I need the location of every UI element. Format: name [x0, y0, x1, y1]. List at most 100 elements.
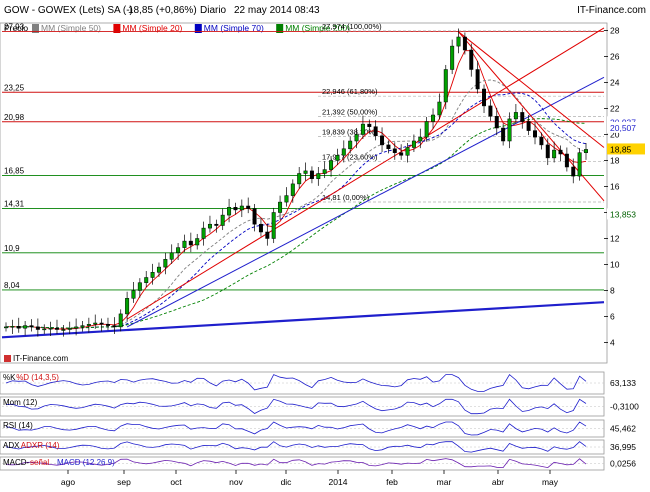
indicator-value-3: 36,995	[610, 442, 636, 452]
candle-body-2	[16, 326, 21, 329]
candle-body-14	[93, 322, 98, 325]
candle-body-53	[341, 148, 346, 156]
indicator-label3-4: MACD (12 26 9)	[57, 458, 115, 467]
y-tick-label-6: 16	[610, 182, 620, 192]
candles	[4, 28, 588, 337]
price-tag-2: 18,85	[610, 144, 632, 154]
candle-body-26	[169, 252, 174, 260]
candle-body-42	[271, 212, 276, 239]
candle-body-58	[373, 126, 378, 137]
long-term-support-line	[1, 301, 605, 339]
x-tick-label-1: sep	[117, 477, 131, 487]
candle-body-25	[163, 259, 168, 268]
moving-average-1	[5, 79, 587, 329]
fib-label-2: 21,392 (50,00%)	[322, 107, 378, 116]
datetime-label: 22 may 2014 08:43	[234, 5, 320, 16]
candle-body-56	[360, 123, 365, 135]
candle-body-51	[329, 160, 334, 170]
candle-body-74	[475, 69, 480, 90]
candle-body-86	[552, 149, 557, 159]
fib-label-4: 17,917 (23,60%)	[322, 153, 378, 162]
y-tick-label-3: 22	[610, 104, 620, 114]
quote-value: 18,85 (+0,86%)	[128, 5, 197, 16]
level-label-3: 16,85	[4, 166, 25, 175]
candle-body-16	[105, 324, 110, 326]
candle-body-19	[125, 298, 130, 315]
candle-body-13	[86, 324, 91, 326]
fib-label-3: 19,839 (38,20%)	[322, 128, 378, 137]
indicator-line-2	[5, 421, 587, 436]
indicator-label-4: MACD-	[3, 458, 30, 467]
fib-label-0: 27,974 (100,00%)	[322, 22, 382, 31]
candle-body-4	[29, 325, 34, 328]
candle-body-85	[545, 144, 550, 159]
candle-body-6	[42, 328, 47, 331]
candle-body-43	[278, 201, 283, 213]
legend: MM (Simple 50) MM (Simple 20) MM (Simple 7…	[32, 23, 350, 33]
candle-body-52	[335, 155, 340, 161]
candle-body-87	[558, 149, 563, 155]
y-tick-label-10: 8	[610, 286, 615, 296]
candle-body-88	[564, 153, 569, 168]
candle-body-39	[252, 208, 257, 225]
price-tag-bg-0	[607, 116, 645, 128]
candle-body-37	[239, 205, 244, 211]
legend-entry-2: MM (Simple 70)	[204, 23, 264, 33]
candle-body-89	[571, 166, 576, 177]
y-axis: 28262422201816141210864	[604, 26, 620, 348]
candle-body-69	[443, 69, 448, 103]
indicator-label2-0: %D (14,3,5)	[16, 373, 59, 382]
candle-body-1	[10, 326, 15, 328]
candle-body-12	[80, 325, 85, 328]
candle-body-60	[386, 144, 391, 150]
channel-upper-line	[126, 27, 605, 320]
x-tick-label-4: dic	[281, 477, 293, 487]
candle-body-68	[437, 101, 442, 116]
x-tick-label-8: abr	[492, 477, 504, 487]
candle-body-40	[258, 223, 263, 233]
candle-body-72	[462, 36, 467, 51]
downtrend-line-2	[458, 31, 605, 148]
candle-body-10	[67, 327, 72, 330]
candle-body-45	[290, 183, 295, 196]
candle-body-75	[482, 88, 487, 107]
candle-body-55	[354, 134, 359, 142]
x-tick-label-0: ago	[61, 477, 75, 487]
candle-body-46	[297, 173, 302, 185]
candle-body-30	[195, 238, 200, 246]
x-tick-label-5: 2014	[329, 477, 348, 487]
level-label-6: 8,04	[4, 281, 20, 290]
candle-body-66	[424, 121, 429, 138]
indicator-label-3: ADX	[3, 441, 20, 450]
indicator-line-1	[5, 398, 587, 415]
candle-body-78	[501, 127, 506, 142]
candle-body-29	[188, 240, 193, 246]
candle-body-47	[303, 170, 308, 174]
candle-body-48	[309, 170, 314, 179]
candle-body-24	[156, 266, 161, 273]
indicator-label2-3: ADXR (14)	[21, 441, 60, 450]
candle-body-91	[584, 149, 588, 153]
candle-body-70	[450, 45, 455, 70]
legend-swatch-0	[32, 24, 39, 33]
candle-body-76	[488, 105, 493, 117]
candle-body-90	[577, 152, 582, 177]
candle-body-50	[322, 169, 327, 174]
fib-label-5: 14,81 (0,00%)	[322, 193, 370, 202]
indicator-label-1: Mom (12)	[3, 398, 38, 407]
candle-body-34	[220, 214, 225, 226]
candle-body-33	[214, 223, 219, 226]
candle-body-67	[431, 114, 436, 122]
fib-label-1: 22,946 (61,80%)	[322, 87, 378, 96]
candle-body-77	[494, 116, 499, 129]
candle-body-65	[418, 136, 423, 142]
level-label-0: 27,93	[4, 22, 25, 31]
fibonacci-levels: 27,974 (100,00%) 22,946 (61,80%) 21,392 (5…	[318, 22, 604, 203]
candle-body-59	[380, 135, 385, 146]
trendlines	[1, 27, 605, 339]
indicator-label-2: RSI (14)	[3, 421, 33, 430]
candle-body-44	[284, 195, 289, 203]
y-tick-label-2: 24	[610, 78, 620, 88]
indicator-label-0: %K	[3, 373, 16, 382]
